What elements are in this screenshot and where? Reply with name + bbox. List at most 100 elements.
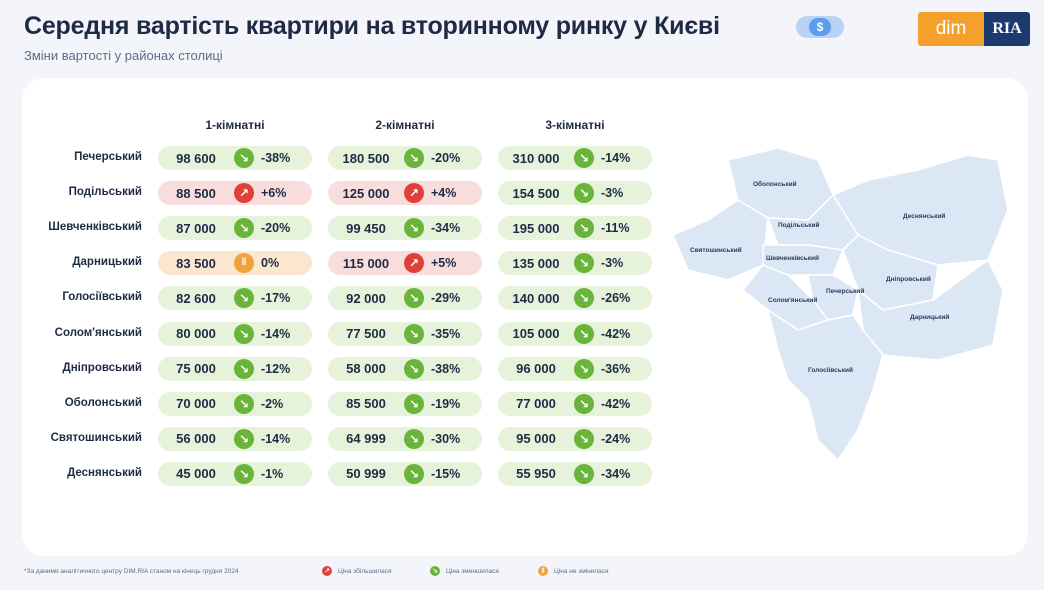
district-label: Дніпровський xyxy=(62,361,142,374)
price-cell: 87 000 ↘ -20% xyxy=(158,216,312,241)
arrow-down-icon: ↘ xyxy=(430,566,440,576)
arrow-down-icon: ↘ xyxy=(234,218,254,239)
map-label-pecherskyi: Печерський xyxy=(826,287,864,295)
price-cell: 85 500 ↘ -19% xyxy=(328,391,482,416)
price-cell: 92 000 ↘ -29% xyxy=(328,286,482,311)
dim-ria-logo: dim RIA xyxy=(918,12,1030,46)
arrow-down-icon: ↘ xyxy=(234,323,254,344)
arrow-down-icon: ↘ xyxy=(234,148,254,168)
price-cell: 95 000 ↘ -24% xyxy=(498,426,652,451)
price-value: 95 000 xyxy=(516,431,556,447)
price-change: -14% xyxy=(261,326,291,341)
legend-item: ↗ Ціна збільшилася xyxy=(322,566,392,576)
price-change: -38% xyxy=(431,361,461,376)
price-change: -20% xyxy=(431,151,461,165)
arrow-down-icon: ↘ xyxy=(574,183,594,204)
arrow-down-icon: ↘ xyxy=(234,393,254,414)
price-cell: 180 500 ↘ -20% xyxy=(328,146,482,170)
footnote: *За даними аналітичного центру DIM.RIA с… xyxy=(24,568,239,575)
column-header: 2-кімнатні xyxy=(375,118,435,132)
price-value: 99 450 xyxy=(346,220,386,236)
price-cell: 96 000 ↘ -36% xyxy=(498,356,652,381)
map-label-obolonskyi: Оболонський xyxy=(753,180,797,188)
price-change: -20% xyxy=(261,221,291,236)
price-change: -3% xyxy=(601,186,624,201)
price-value: 154 500 xyxy=(512,185,560,201)
price-change: -29% xyxy=(431,291,461,306)
currency-toggle: $ xyxy=(796,16,844,38)
arrow-down-icon: ↘ xyxy=(574,463,594,484)
price-change: +4% xyxy=(431,186,457,201)
price-change: -14% xyxy=(601,151,631,165)
price-change: -11% xyxy=(601,221,630,236)
pause-icon: ‖ xyxy=(538,566,548,576)
price-change: -24% xyxy=(601,431,631,446)
map-label-dniprovskyi: Дніпровський xyxy=(886,275,931,283)
price-value: 98 600 xyxy=(176,150,216,166)
price-cell: 77 500 ↘ -35% xyxy=(328,321,482,346)
price-value: 96 000 xyxy=(516,361,556,377)
district-label: Шевченківський xyxy=(48,221,142,234)
district-label: Деснянський xyxy=(67,466,142,479)
price-change: -34% xyxy=(431,221,461,236)
price-value: 77 000 xyxy=(516,396,556,412)
price-value: 310 000 xyxy=(512,150,560,166)
price-cell: 58 000 ↘ -38% xyxy=(328,356,482,381)
arrow-down-icon: ↘ xyxy=(404,288,424,309)
legend-label: Ціна збільшилася xyxy=(338,567,392,575)
price-cell: 125 000 ↗ +4% xyxy=(328,181,482,206)
price-change: -35% xyxy=(431,326,461,341)
legend-label: Ціна зменшилася xyxy=(446,567,499,575)
district-label: Оболонський xyxy=(64,396,142,409)
arrow-down-icon: ↘ xyxy=(574,218,594,239)
arrow-up-icon: ↗ xyxy=(234,183,254,204)
price-value: 83 500 xyxy=(176,255,216,271)
price-value: 88 500 xyxy=(176,185,216,201)
arrow-down-icon: ↘ xyxy=(404,463,424,484)
price-change: -2% xyxy=(261,396,284,411)
price-cell: 105 000 ↘ -42% xyxy=(498,321,652,346)
price-value: 55 950 xyxy=(516,466,556,482)
price-value: 140 000 xyxy=(512,290,560,306)
price-cell: 55 950 ↘ -34% xyxy=(498,461,652,486)
price-cell: 83 500 ‖ 0% xyxy=(158,251,312,276)
price-value: 45 000 xyxy=(176,466,216,482)
logo-dim: dim xyxy=(918,12,984,46)
price-change: -26% xyxy=(601,291,631,306)
price-cell: 45 000 ↘ -1% xyxy=(158,461,312,486)
price-value: 195 000 xyxy=(512,220,560,236)
price-value: 50 999 xyxy=(346,466,386,482)
kyiv-district-map: Оболонський Подільський Деснянський Свят… xyxy=(672,147,1009,462)
arrow-down-icon: ↘ xyxy=(234,358,254,379)
price-cell: 50 999 ↘ -15% xyxy=(328,461,482,486)
arrow-down-icon: ↘ xyxy=(574,148,594,168)
price-change: -19% xyxy=(431,396,461,411)
district-label: Печерський xyxy=(74,151,142,163)
arrow-up-icon: ↗ xyxy=(404,253,424,274)
arrow-down-icon: ↘ xyxy=(574,358,594,379)
price-change: -30% xyxy=(431,431,461,446)
page-subtitle: Зміни вартості у районах столиці xyxy=(24,48,223,63)
arrow-down-icon: ↘ xyxy=(234,428,254,449)
pause-icon: ‖ xyxy=(234,253,254,274)
price-value: 87 000 xyxy=(176,220,216,236)
price-change: -34% xyxy=(601,466,631,481)
price-cell: 77 000 ↘ -42% xyxy=(498,391,652,416)
legend-item: ↘ Ціна зменшилася xyxy=(430,566,499,576)
price-value: 70 000 xyxy=(176,396,216,412)
arrow-down-icon: ↘ xyxy=(234,288,254,309)
arrow-down-icon: ↘ xyxy=(574,393,594,414)
price-value: 105 000 xyxy=(512,326,560,341)
price-change: -17% xyxy=(261,291,291,306)
arrow-down-icon: ↘ xyxy=(404,428,424,449)
price-cell: 98 600 ↘ -38% xyxy=(158,146,312,170)
price-cell: 75 000 ↘ -12% xyxy=(158,356,312,381)
price-cell: 56 000 ↘ -14% xyxy=(158,426,312,451)
price-value: 125 000 xyxy=(342,185,390,201)
arrow-down-icon: ↘ xyxy=(404,148,424,168)
price-cell: 80 000 ↘ -14% xyxy=(158,321,312,346)
arrow-down-icon: ↘ xyxy=(574,428,594,449)
map-label-holosiivskyi: Голосіївський xyxy=(808,366,853,374)
price-value: 180 500 xyxy=(342,150,390,166)
district-label: Подільський xyxy=(68,186,142,199)
